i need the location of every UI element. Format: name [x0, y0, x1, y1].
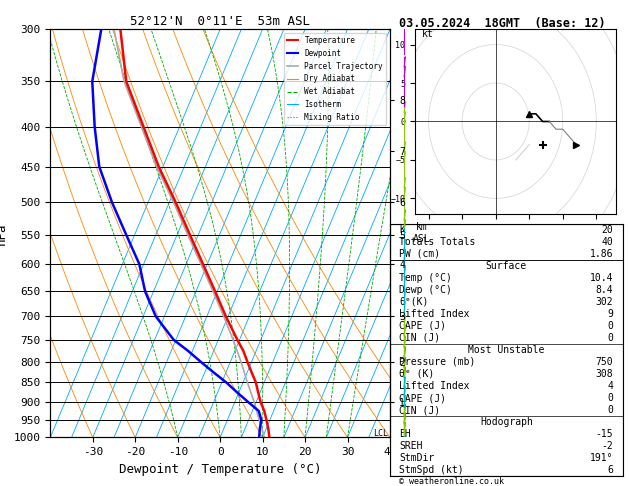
- Text: CAPE (J): CAPE (J): [399, 321, 447, 331]
- Text: 308: 308: [596, 369, 613, 379]
- Text: 40: 40: [602, 237, 613, 246]
- Text: -2: -2: [602, 441, 613, 451]
- Text: StmSpd (kt): StmSpd (kt): [399, 465, 464, 475]
- Text: 191°: 191°: [590, 453, 613, 463]
- Text: SREH: SREH: [399, 441, 423, 451]
- Text: EH: EH: [399, 429, 411, 439]
- Text: 0: 0: [608, 405, 613, 415]
- Legend: Temperature, Dewpoint, Parcel Trajectory, Dry Adiabat, Wet Adiabat, Isotherm, Mi: Temperature, Dewpoint, Parcel Trajectory…: [284, 33, 386, 125]
- Text: 8.4: 8.4: [596, 285, 613, 295]
- Text: Temp (°C): Temp (°C): [399, 273, 452, 283]
- Text: 9: 9: [608, 309, 613, 319]
- Text: θᵉ(K): θᵉ(K): [399, 297, 429, 307]
- Text: © weatheronline.co.uk: © weatheronline.co.uk: [399, 477, 504, 486]
- Text: 6: 6: [608, 465, 613, 475]
- Text: Totals Totals: Totals Totals: [399, 237, 476, 246]
- Y-axis label: km
ASL: km ASL: [413, 223, 430, 244]
- Text: PW (cm): PW (cm): [399, 249, 440, 259]
- Text: -15: -15: [596, 429, 613, 439]
- Text: 0: 0: [608, 321, 613, 331]
- Text: Most Unstable: Most Unstable: [468, 345, 545, 355]
- Y-axis label: hPa: hPa: [0, 222, 8, 244]
- Text: 0: 0: [608, 393, 613, 403]
- Text: θᵉ (K): θᵉ (K): [399, 369, 435, 379]
- Text: 1.86: 1.86: [590, 249, 613, 259]
- Text: StmDir: StmDir: [399, 453, 435, 463]
- Text: Lifted Index: Lifted Index: [399, 381, 470, 391]
- Text: CAPE (J): CAPE (J): [399, 393, 447, 403]
- Text: 10.4: 10.4: [590, 273, 613, 283]
- Text: LCL: LCL: [373, 430, 388, 438]
- Text: K: K: [399, 225, 405, 235]
- Text: 302: 302: [596, 297, 613, 307]
- Text: Hodograph: Hodograph: [480, 417, 533, 427]
- Text: Surface: Surface: [486, 260, 527, 271]
- Text: 4: 4: [608, 381, 613, 391]
- Text: kt: kt: [422, 29, 433, 39]
- Text: Dewp (°C): Dewp (°C): [399, 285, 452, 295]
- Text: 20: 20: [602, 225, 613, 235]
- X-axis label: Dewpoint / Temperature (°C): Dewpoint / Temperature (°C): [119, 463, 321, 476]
- Text: 0: 0: [608, 333, 613, 343]
- Text: Pressure (mb): Pressure (mb): [399, 357, 476, 367]
- Text: CIN (J): CIN (J): [399, 405, 440, 415]
- Text: CIN (J): CIN (J): [399, 333, 440, 343]
- Title: 52°12'N  0°11'E  53m ASL: 52°12'N 0°11'E 53m ASL: [130, 15, 310, 28]
- Text: 03.05.2024  18GMT  (Base: 12): 03.05.2024 18GMT (Base: 12): [399, 17, 606, 30]
- Text: Lifted Index: Lifted Index: [399, 309, 470, 319]
- Text: 750: 750: [596, 357, 613, 367]
